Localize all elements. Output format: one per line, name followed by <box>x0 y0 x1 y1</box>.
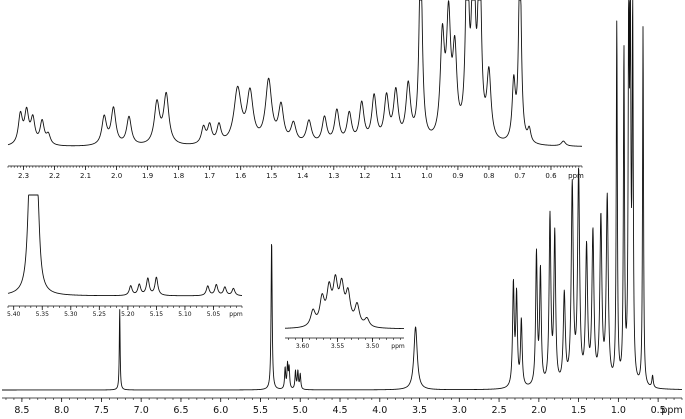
x-unit-label: ppm <box>661 405 682 416</box>
x-tick-label: 1.5 <box>571 405 586 416</box>
x-tick-label: 5.0 <box>293 405 308 416</box>
x-tick-label: 5.10 <box>178 311 192 318</box>
x-tick-label: 1.7 <box>204 172 215 180</box>
x-tick-label: 6.5 <box>173 405 188 416</box>
x-tick-label: 2.2 <box>49 172 60 180</box>
x-tick-label: 2.3 <box>18 172 29 180</box>
x-tick-label: 1.9 <box>142 172 153 180</box>
x-unit-label: ppm <box>568 172 584 180</box>
x-tick-label: 2.0 <box>531 405 546 416</box>
x-tick-label: 3.55 <box>331 343 345 350</box>
x-tick-label: 0.8 <box>483 172 494 180</box>
x-unit-label: ppm <box>229 311 243 318</box>
spectrum-trace <box>7 0 583 147</box>
x-tick-label: 1.2 <box>359 172 370 180</box>
x-tick-label: 6.0 <box>213 405 228 416</box>
x-tick-label: 5.30 <box>64 311 78 318</box>
x-tick-label: 5.5 <box>253 405 268 416</box>
x-tick-label: 1.8 <box>173 172 184 180</box>
panel-inset_aliphatic: 2.3 2.2 2.1 2.0 1.9 1.8 1.7 1.6 1.5 1.4 1.3 1.2 1.1 1… <box>7 0 584 180</box>
x-tick-label: 3.0 <box>452 405 467 416</box>
x-tick-label: 0.9 <box>452 172 463 180</box>
x-tick-label: 1.0 <box>421 172 432 180</box>
x-tick-label: 1.1 <box>390 172 401 180</box>
x-tick-label: 7.5 <box>94 405 109 416</box>
x-tick-label: 3.5 <box>412 405 427 416</box>
x-tick-label: 8.0 <box>54 405 69 416</box>
x-tick-label: 4.5 <box>332 405 347 416</box>
x-tick-label: 8.5 <box>14 405 29 416</box>
x-tick-label: 1.6 <box>235 172 247 180</box>
x-tick-label: 5.35 <box>36 311 50 318</box>
spectrum-trace <box>7 194 243 297</box>
panel-inset_olefinic: 5.40 5.35 5.30 5.25 5.20 5.15 5.10 5.05 ppm <box>7 194 243 318</box>
spectrum-trace <box>284 274 405 330</box>
x-tick-label: 3.60 <box>296 343 310 350</box>
x-unit-label: ppm <box>391 343 405 350</box>
x-tick-label: 5.40 <box>7 311 21 318</box>
x-tick-label: 7.0 <box>134 405 149 416</box>
x-tick-label: 2.5 <box>492 405 507 416</box>
x-tick-label: 5.05 <box>207 311 221 318</box>
x-tick-label: 1.4 <box>297 172 309 180</box>
x-tick-label: 1.3 <box>328 172 339 180</box>
x-tick-label: 0.6 <box>545 172 557 180</box>
x-tick-label: 2.0 <box>111 172 122 180</box>
x-tick-label: 0.5 <box>651 405 666 416</box>
spectrum-trace <box>1 0 683 391</box>
panel-inset_methine: 3.60 3.55 3.50 ppm <box>284 274 405 350</box>
x-tick-label: 5.25 <box>93 311 107 318</box>
x-tick-label: 1.5 <box>266 172 277 180</box>
x-tick-label: 3.50 <box>366 343 380 350</box>
x-tick-label: 0.7 <box>514 172 525 180</box>
x-tick-label: 5.20 <box>121 311 135 318</box>
x-tick-label: 5.15 <box>150 311 164 318</box>
x-tick-label: 1.0 <box>611 405 626 416</box>
x-tick-label: 4.0 <box>372 405 387 416</box>
x-tick-label: 2.1 <box>80 172 91 180</box>
